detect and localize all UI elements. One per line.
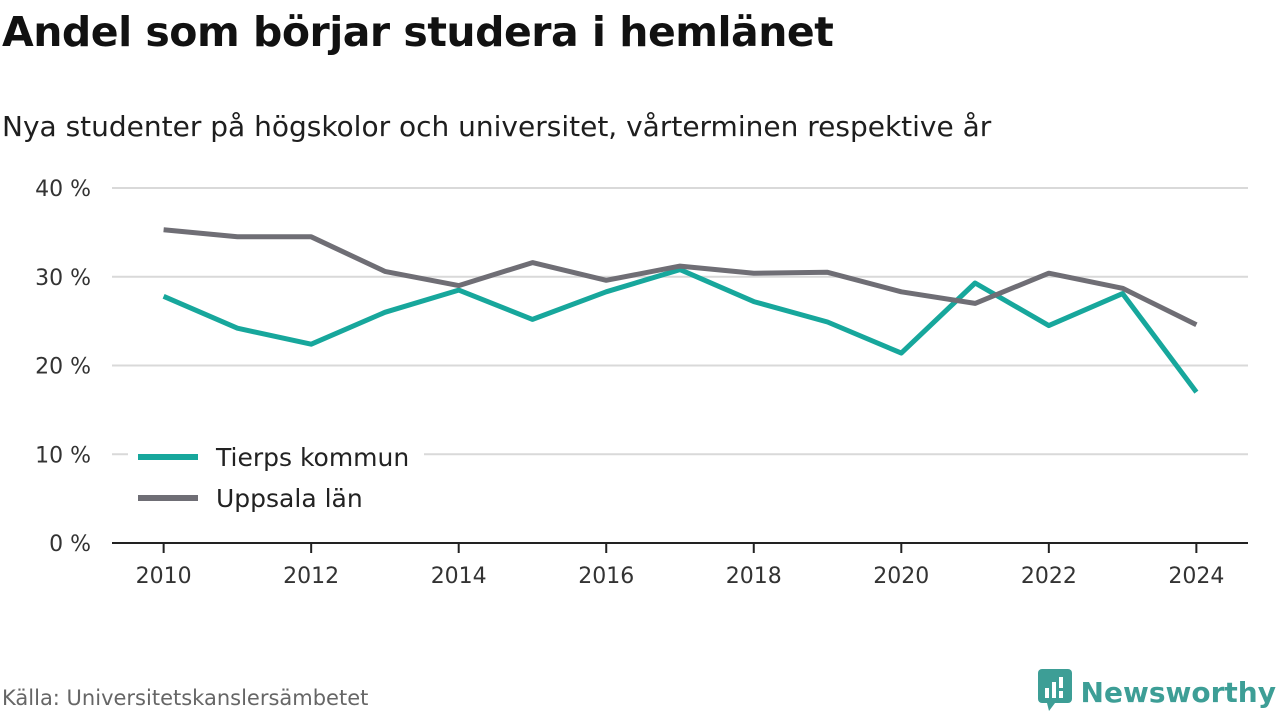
chart-title: Andel som börjar studera i hemlänet xyxy=(2,8,834,56)
x-tick-label: 2014 xyxy=(431,564,487,589)
x-tick-label: 2022 xyxy=(1021,564,1077,589)
x-axis: 2010 2012 2014 2016 2018 2020 2022 2024 xyxy=(112,542,1248,589)
legend: Tierps kommun Uppsala län xyxy=(128,432,424,524)
legend-label: Tierps kommun xyxy=(215,443,409,472)
y-tick-label: 30 % xyxy=(35,266,91,291)
x-tick-label: 2010 xyxy=(136,564,192,589)
series-line-tierps-kommun xyxy=(162,267,1199,394)
y-tick-label: 20 % xyxy=(35,355,91,380)
y-axis-labels: 0 % 10 % 20 % 30 % 40 % xyxy=(35,177,91,557)
series-lines xyxy=(162,227,1199,394)
legend-label: Uppsala län xyxy=(216,484,363,513)
legend-background xyxy=(128,432,424,524)
y-tick-label: 0 % xyxy=(49,532,91,557)
y-tick-label: 40 % xyxy=(35,177,91,202)
source-note: Källa: Universitetskanslersämbetet xyxy=(2,686,369,710)
series-line-uppsala-lan xyxy=(163,227,1198,327)
brand-name: Newsworthy xyxy=(1080,675,1276,709)
y-tick-label: 10 % xyxy=(35,443,91,468)
grid-lines xyxy=(112,187,1248,456)
chart-subtitle: Nya studenter på högskolor och universit… xyxy=(2,110,992,143)
x-tick-label: 2018 xyxy=(726,564,782,589)
x-tick-label: 2012 xyxy=(283,564,339,589)
x-tick-label: 2024 xyxy=(1168,564,1224,589)
newsworthy-logo-icon xyxy=(1037,668,1073,716)
x-tick-label: 2020 xyxy=(873,564,929,589)
brand-logo: Newsworthy xyxy=(1037,668,1276,716)
x-tick-label: 2016 xyxy=(578,564,634,589)
